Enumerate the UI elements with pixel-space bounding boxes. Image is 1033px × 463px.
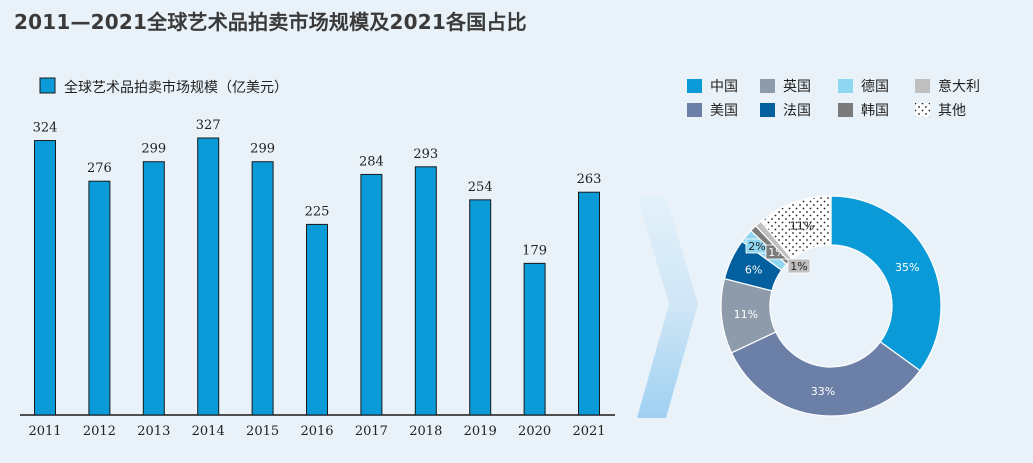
legend-swatch-法国 <box>760 103 775 117</box>
legend-label-法国: 法国 <box>783 103 811 119</box>
legend-swatch-中国 <box>687 79 702 93</box>
bar-value-label-2011: 324 <box>33 121 58 136</box>
donut-slice-7 <box>760 195 832 260</box>
legend-swatch-德国 <box>838 79 853 93</box>
bar-2019 <box>469 199 492 416</box>
x-tick-label-2016: 2016 <box>300 424 333 439</box>
bar-value-label-2020: 179 <box>522 243 547 258</box>
x-tick-label-2014: 2014 <box>192 424 225 439</box>
legend-swatch-意大利 <box>915 79 930 93</box>
transition-arrow <box>637 196 698 418</box>
x-tick-label-2015: 2015 <box>246 424 279 439</box>
bar-2017 <box>360 173 383 416</box>
bar-value-label-2012: 276 <box>87 161 112 176</box>
donut-slice-label-2: 11% <box>734 308 758 321</box>
legend-swatch-美国 <box>687 103 702 117</box>
donut-slice-0 <box>830 195 942 372</box>
bar-2013 <box>142 161 165 416</box>
legend-label-意大利: 意大利 <box>938 78 980 95</box>
bar-2011 <box>34 140 56 416</box>
bar-value-label-2019: 254 <box>468 180 493 195</box>
bar-value-label-2013: 299 <box>141 142 166 157</box>
donut-slice-label-1: 33% <box>811 385 835 398</box>
bar-2014 <box>197 137 220 416</box>
donut-slice-1 <box>730 331 921 417</box>
x-tick-label-2018: 2018 <box>409 424 442 439</box>
bar-legend-label: 全球艺术品拍卖市场规模（亿美元） <box>64 79 288 96</box>
page-title: 2011—2021全球艺术品拍卖市场规模及2021各国占比 <box>14 10 527 34</box>
donut-small-label-box-6 <box>787 258 811 274</box>
bar-value-label-2016: 225 <box>305 204 330 219</box>
bar-value-label-2015: 299 <box>250 142 275 157</box>
x-tick-label-2021: 2021 <box>572 424 605 439</box>
bar-2018 <box>414 166 437 416</box>
bar-value-label-2017: 284 <box>359 154 384 169</box>
donut-chart: 35%33%11%6%2% 1%1%11% <box>720 195 942 417</box>
legend-label-中国: 中国 <box>710 79 738 95</box>
legend-swatch-英国 <box>760 79 775 93</box>
bar-value-label-2018: 293 <box>413 147 438 162</box>
x-tick-label-2017: 2017 <box>355 424 388 439</box>
x-tick-label-2013: 2013 <box>137 424 170 439</box>
bar-legend-swatch <box>39 77 56 94</box>
bar-2021 <box>578 191 600 416</box>
bar-legend: 全球艺术品拍卖市场规模（亿美元） <box>39 77 288 96</box>
legend-label-其他: 其他 <box>938 103 966 119</box>
bar-value-label-2014: 327 <box>196 118 221 133</box>
donut-slice-label-0: 35% <box>895 261 919 274</box>
legend-swatch-其他 <box>915 103 930 117</box>
x-tick-label-2012: 2012 <box>83 424 116 439</box>
legend-swatch-韩国 <box>838 103 853 117</box>
legend-label-美国: 美国 <box>710 103 738 119</box>
x-tick-label-2019: 2019 <box>464 424 497 439</box>
legend-label-英国: 英国 <box>783 78 811 95</box>
bar-2015 <box>251 161 274 416</box>
x-tick-label-2011: 2011 <box>28 424 61 439</box>
legend-label-德国: 德国 <box>861 79 889 95</box>
bar-2020 <box>523 262 546 416</box>
bar-2016 <box>306 223 328 416</box>
donut-slice-label-7: 11% <box>790 220 814 233</box>
x-tick-label-2020: 2020 <box>518 424 551 439</box>
bar-value-label-2021: 263 <box>577 172 602 187</box>
legend-label-韩国: 韩国 <box>861 103 889 119</box>
bar-chart: 全球艺术品拍卖市场规模（亿美元） 324 2011 276 2012 299 2013 327… <box>20 77 615 439</box>
donut-slice-label-6: 1% <box>790 260 807 273</box>
donut-slice-label-3: 6% <box>745 264 762 277</box>
bar-2012 <box>88 180 111 416</box>
donut-slice-label-4: 2% <box>748 240 765 253</box>
